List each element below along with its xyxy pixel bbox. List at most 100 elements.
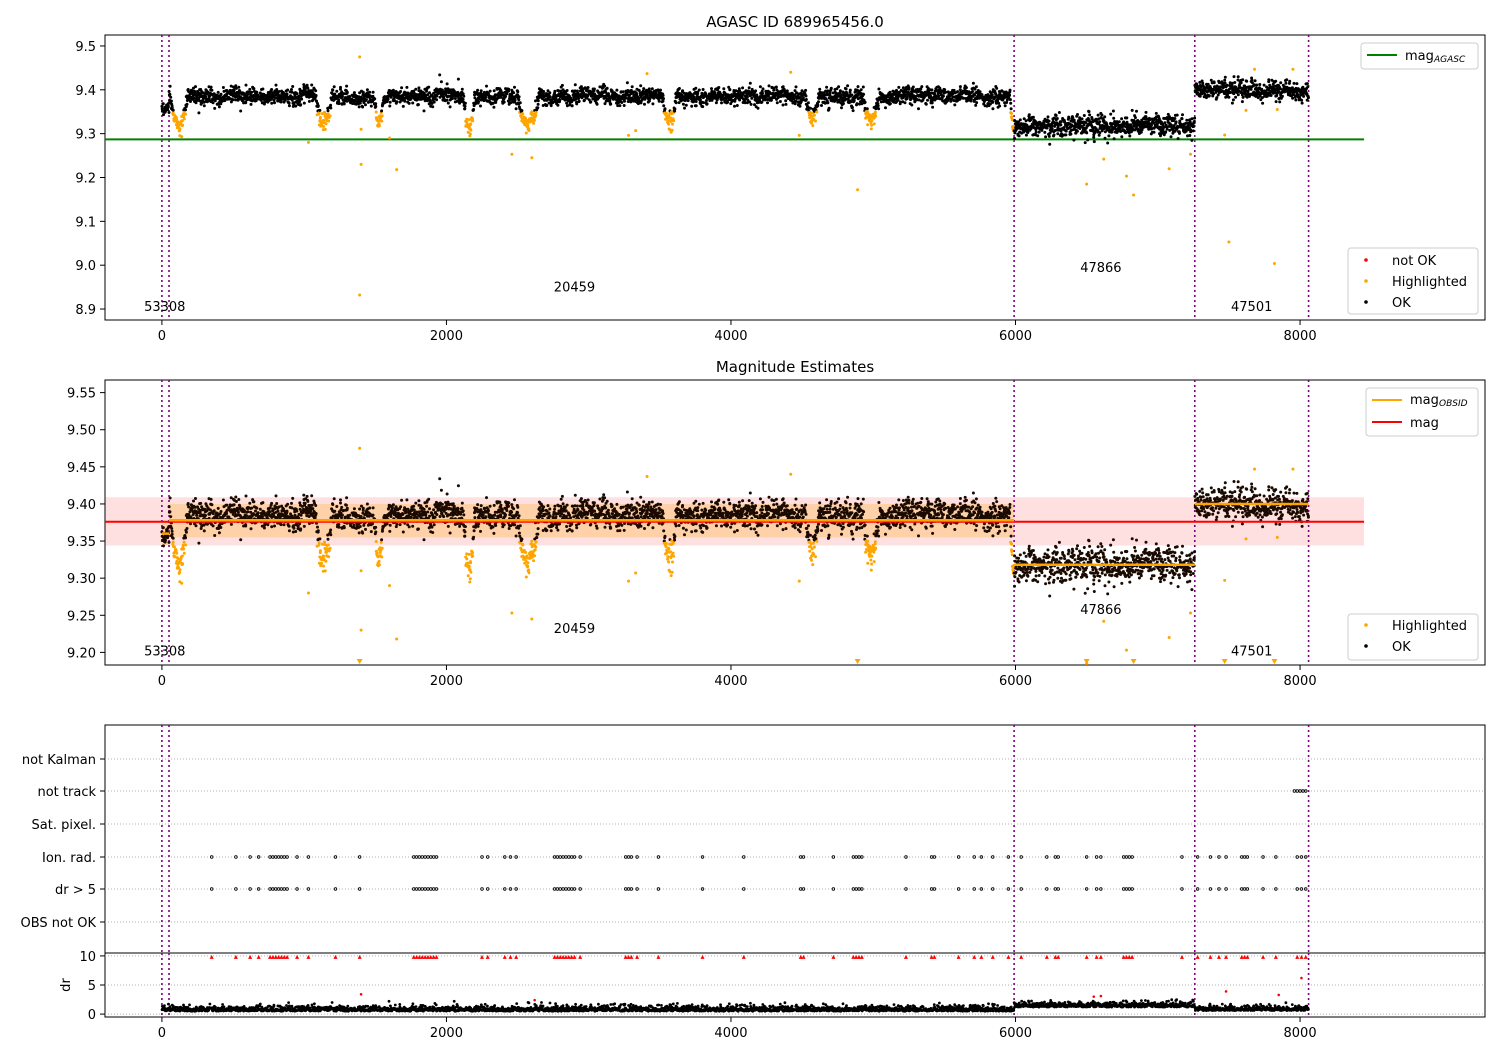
p1-ok-point: [1008, 93, 1011, 96]
p1-highlighted-point: [1189, 153, 1192, 156]
p1-ok-point: [477, 100, 480, 103]
p1-ok-point: [423, 109, 426, 112]
p2-ok-point: [222, 499, 225, 502]
p1-highlighted-point: [319, 116, 322, 119]
p1-ok-point: [310, 84, 313, 87]
p1-ok-point: [851, 106, 854, 109]
p1-ok-point: [1088, 113, 1091, 116]
p1-highlighted-point: [813, 114, 816, 117]
p1-y-tick-label: 9.4: [75, 84, 96, 99]
p1-ok-point: [556, 104, 559, 107]
p2-highlighted-point: [181, 555, 184, 558]
p1-ok-point: [965, 86, 968, 89]
p1-ok-point: [300, 98, 303, 101]
p1-ok-point: [623, 104, 626, 107]
p1-ok-point: [1188, 134, 1191, 137]
p1-ok-point: [991, 93, 994, 96]
panel-magnitude-estimates: Magnitude Estimates 53308204594786647501…: [67, 358, 1485, 689]
p1-ok-point: [681, 89, 684, 92]
p2-ok-point: [199, 502, 202, 505]
p1-ok-point: [1153, 131, 1156, 134]
p1-ok-point: [308, 100, 311, 103]
p1-ok-point: [417, 86, 420, 89]
p1-ok-point: [1091, 117, 1094, 120]
p1-ok-point: [169, 96, 172, 99]
p1-ok-point: [807, 101, 810, 104]
p1-highlighted-point: [530, 156, 533, 159]
p1-ok-point: [1193, 120, 1196, 123]
p1-highlighted-point: [1227, 240, 1230, 243]
p1-ok-point: [1134, 116, 1137, 119]
p1-ok-point: [1097, 114, 1100, 117]
p1-ok-point: [828, 107, 831, 110]
p1-ok-point: [1085, 131, 1088, 134]
p1-highlighted-point: [1291, 68, 1294, 71]
p1-ok-point: [1250, 88, 1253, 91]
p1-ok-point: [1035, 131, 1038, 134]
p1-ok-point: [618, 104, 621, 107]
p1-ok-point: [244, 101, 247, 104]
p1-ok-point: [910, 104, 913, 107]
p1-x-tick-label: 4000: [714, 329, 747, 344]
p1-ok-point: [1155, 112, 1158, 115]
p1-highlighted-point: [666, 119, 669, 122]
p2-ok-point: [162, 526, 165, 529]
p1-ok-point: [857, 85, 860, 88]
p1-highlighted-point: [1085, 183, 1088, 186]
p1-ok-point: [1004, 104, 1007, 107]
p1-ok-point: [402, 105, 405, 108]
p1-highlighted-point: [526, 123, 529, 126]
p1-ok-point: [1036, 134, 1039, 137]
p1-highlighted-point: [528, 129, 531, 132]
p1-ok-point: [805, 98, 808, 101]
p1-ok-point: [222, 86, 225, 89]
p1-ok-point: [414, 88, 417, 91]
p2-ok-point: [166, 536, 169, 539]
p2-ok-point: [254, 510, 257, 513]
p1-ok-point: [1107, 134, 1110, 137]
p2-ok-point: [266, 523, 269, 526]
p1-ok-point: [1051, 128, 1054, 131]
p1-ok-point: [537, 99, 540, 102]
p2-ok-point: [233, 503, 236, 506]
p1-ok-point: [561, 84, 564, 87]
p1-ok-point: [1213, 81, 1216, 84]
p1-ok-point: [457, 78, 460, 81]
p2-highlighted-point: [184, 544, 187, 547]
p1-ok-point: [1113, 137, 1116, 140]
p1-ok-point: [706, 102, 709, 105]
p1-ok-point: [673, 108, 676, 111]
p2-ok-point: [235, 500, 238, 503]
p1-ok-point: [1088, 110, 1091, 113]
p1-ok-point: [648, 87, 651, 90]
p2-ok-point: [275, 494, 278, 497]
p1-highlighted-point: [179, 127, 182, 130]
p1-ok-point: [566, 89, 569, 92]
p1-ok-point: [651, 102, 654, 105]
p1-ok-point: [750, 97, 753, 100]
p2-ok-point: [261, 515, 264, 518]
p1-ok-point: [1306, 85, 1309, 88]
p1-highlighted-point: [870, 119, 873, 122]
p1-highlighted-point: [866, 123, 869, 126]
p1-ok-point: [975, 85, 978, 88]
p1-ok-point: [485, 85, 488, 88]
p1-ok-point: [1284, 82, 1287, 85]
p1-ok-point: [662, 100, 665, 103]
p1-ok-point: [1068, 116, 1071, 119]
p1-ok-point: [1288, 80, 1291, 83]
p1-ok-point: [720, 101, 723, 104]
p1-ok-point: [278, 90, 281, 93]
p1-ok-point: [234, 84, 237, 87]
p1-ok-point: [748, 86, 751, 89]
p1-ok-point: [1296, 93, 1299, 96]
p1-ok-point: [1177, 137, 1180, 140]
p1-ok-point: [839, 89, 842, 92]
p1-ok-point: [1285, 78, 1288, 81]
p2-ok-point: [210, 503, 213, 506]
p2-ok-point: [169, 497, 172, 500]
p2-ok-point: [269, 510, 272, 513]
p1-ok-point: [620, 101, 623, 104]
p1-ok-point: [1227, 96, 1230, 99]
p2-ok-point: [162, 544, 165, 547]
